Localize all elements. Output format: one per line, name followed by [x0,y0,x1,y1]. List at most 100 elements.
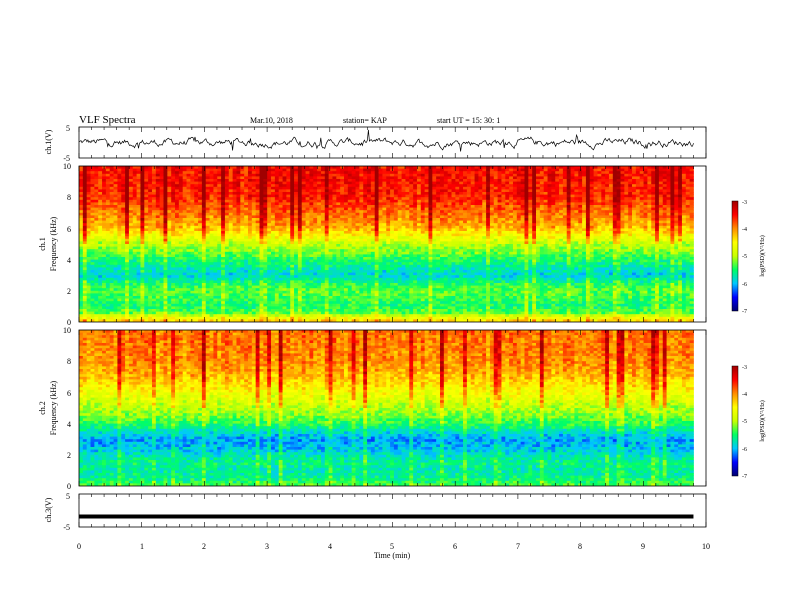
spectrogram-cell [489,186,495,190]
spectrogram-cell [643,231,648,234]
spectrogram-cell [278,210,283,214]
spectrogram-cell [639,184,644,188]
spectrogram-cell [632,220,637,224]
spectrogram-cell [451,184,456,188]
spectrogram-cell [163,181,168,185]
spectrogram-cell [374,218,379,221]
spectrogram-cell [612,194,618,198]
spectrogram-cell [336,215,341,219]
spectrogram-cell [105,176,111,180]
spectrogram-cell [647,236,652,240]
spectrogram-cell [294,231,299,234]
spectrogram-cell [555,233,560,237]
spectrogram-cell [685,179,691,182]
spectrogram-cell [662,194,667,198]
spectrogram-cell [685,205,691,208]
spectrogram-cell [620,173,625,177]
spectrogram-cell [501,220,506,224]
spectrogram-cell [294,189,299,193]
spectrogram-cell [447,207,452,211]
spectrogram-cell [282,199,287,203]
spectrogram-cell [132,220,138,224]
spectrogram-cell [301,189,306,193]
spectrogram-cell [543,210,548,214]
spectrogram-cell [524,238,529,242]
spectrogram-cell [159,181,164,185]
spectrogram-cell [144,176,149,180]
spectrogram-cell [309,194,314,198]
spectrogram-cell [451,186,456,190]
spectrogram-cell [363,215,368,219]
spectrogram-cell [128,241,134,245]
spectrogram-cell [536,238,541,242]
spectrogram-cell [578,223,583,227]
spectrogram-cell [144,225,149,229]
spectrogram-cell [125,212,130,216]
spectrogram-cell [263,220,268,224]
spectrogram-cell [520,171,525,175]
spectrogram-cell [278,231,283,234]
spectrogram-cell [79,228,84,232]
spectrogram-cell [190,176,195,180]
spectrogram-cell [228,184,234,188]
spectrogram-cell [151,205,157,208]
spectrogram-cell [128,168,134,172]
spectrogram-cell [489,194,495,198]
spectrogram-cell [224,207,230,211]
spectrogram-cell [601,241,606,245]
spectrogram-cell [198,194,203,198]
spectrogram-cell [198,171,203,175]
spectrogram-cell [255,205,260,208]
spectrogram-cell [163,194,168,198]
spectrogram-cell [635,212,641,216]
spectrogram-cell [443,215,449,219]
spectrogram-cell [128,244,134,247]
spectrogram-cell [155,231,161,234]
spectrogram-cell [136,186,141,190]
spectrogram-cell [163,186,168,190]
spectrogram-cell [155,197,161,201]
spectrogram-cell [393,186,399,190]
spectrogram-cell [666,225,671,229]
spectrogram-cell [616,199,621,203]
spectrogram-cell [136,179,141,182]
spectrogram-cell [551,233,556,237]
spectrogram-cell [409,210,414,214]
spectrogram-cell [94,220,99,224]
spectrogram-cell [128,184,134,188]
spectrogram-cell [317,238,322,242]
spectrogram-cell [666,212,671,216]
spectrogram-cell [393,176,399,180]
spectrogram-cell [359,233,364,237]
spectrogram-cell [217,171,222,175]
spectrogram-cell [286,179,291,182]
spectrogram-cell [182,212,187,216]
spectrogram-cell [136,176,141,180]
spectrogram-cell [117,194,122,198]
spectrogram-cell [282,168,287,172]
spectrogram-cell [282,225,287,229]
spectrogram-cell [647,215,652,219]
spectrogram-cell [401,192,406,195]
spectrogram-cell [320,186,326,190]
spectrogram-cell [374,184,379,188]
spectrogram-cell [566,228,571,232]
spectrogram-cell [228,205,234,208]
spectrogram-cell [343,207,349,211]
spectrogram-cell [428,173,433,177]
spectrogram-cell [539,171,545,175]
spectrogram-cell [666,171,671,175]
spectrogram-cell [251,215,257,219]
spectrogram-cell [198,202,203,206]
spectrogram-cell [370,202,376,206]
spectrogram-cell [447,205,452,208]
spectrogram-cell [259,184,264,188]
spectrogram-cell [343,171,349,175]
spectrogram-cell [332,241,337,245]
spectrogram-cell [132,176,138,180]
spectrogram-cell [486,205,491,208]
spectrogram-cell [566,231,571,234]
spectrogram-cell [539,184,545,188]
spectrogram-cell [282,197,287,201]
spectrogram-cell [516,228,522,232]
